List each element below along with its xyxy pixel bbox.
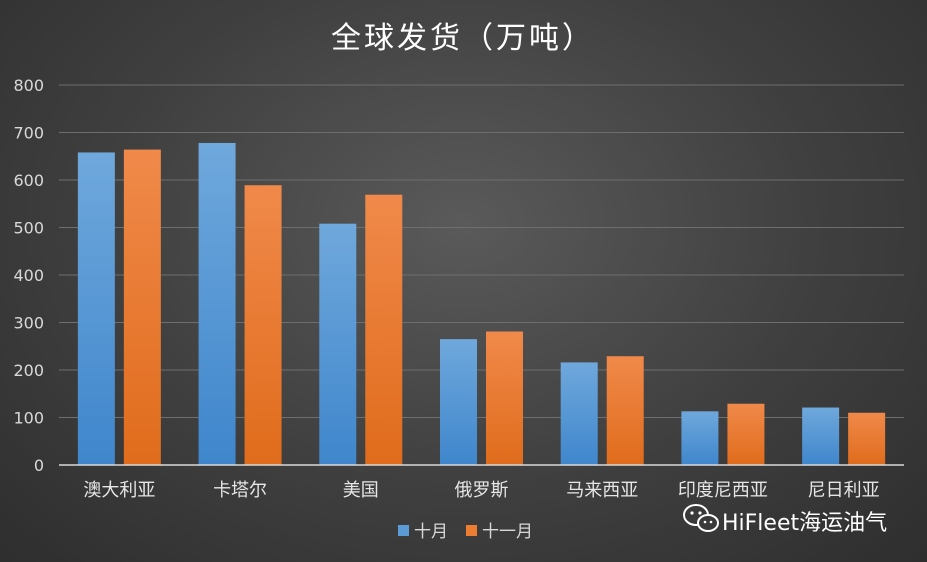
y-tick-label: 800	[13, 76, 44, 95]
bars	[77, 142, 886, 465]
bar-november	[365, 194, 403, 465]
y-tick-label: 200	[13, 361, 44, 380]
watermark-text: HiFleet海运油气	[722, 511, 887, 536]
bar-october	[319, 223, 357, 465]
gridlines	[59, 84, 904, 418]
x-category-label: 尼日利亚	[808, 480, 880, 501]
legend-label: 十一月	[482, 522, 533, 542]
y-tick-label: 700	[13, 124, 44, 143]
legend: 十月 十一月	[398, 522, 533, 542]
x-category-label: 卡塔尔	[213, 480, 267, 501]
legend-swatch	[466, 525, 477, 536]
watermark: HiFleet海运油气	[683, 504, 887, 536]
bar-october	[77, 152, 115, 465]
y-tick-label: 300	[13, 314, 44, 333]
bar-october	[560, 362, 598, 465]
bar-november	[244, 185, 282, 465]
legend-swatch	[398, 525, 409, 536]
bar-october	[440, 339, 477, 465]
bar-october	[802, 407, 840, 465]
chart-title: 全球发货（万吨）	[331, 21, 595, 56]
bar-october	[681, 411, 719, 465]
y-tick-label: 500	[13, 219, 44, 238]
x-category-label: 马来西亚	[566, 480, 638, 501]
x-category-label: 印度尼西亚	[678, 480, 768, 501]
y-tick-label: 600	[13, 171, 44, 190]
legend-label: 十月	[414, 522, 448, 542]
y-axis-ticks: 0 100 200 300 400 500 600 700 800	[13, 76, 44, 475]
x-category-label: 美国	[343, 480, 379, 501]
x-category-label: 澳大利亚	[83, 480, 155, 501]
x-category-label: 俄罗斯	[455, 480, 509, 501]
bar-november	[606, 356, 644, 465]
bar-november	[848, 412, 886, 465]
bar-october	[198, 142, 236, 465]
y-tick-label: 400	[13, 266, 44, 285]
y-tick-label: 100	[13, 409, 44, 428]
y-tick-label: 0	[34, 456, 44, 475]
bar-november	[727, 403, 765, 465]
x-axis: 澳大利亚 卡塔尔 美国 俄罗斯 马来西亚 印度尼西亚 尼日利亚	[59, 464, 904, 501]
bar-november	[486, 331, 523, 465]
wechat-icon	[683, 504, 719, 532]
bar-november	[123, 149, 161, 465]
